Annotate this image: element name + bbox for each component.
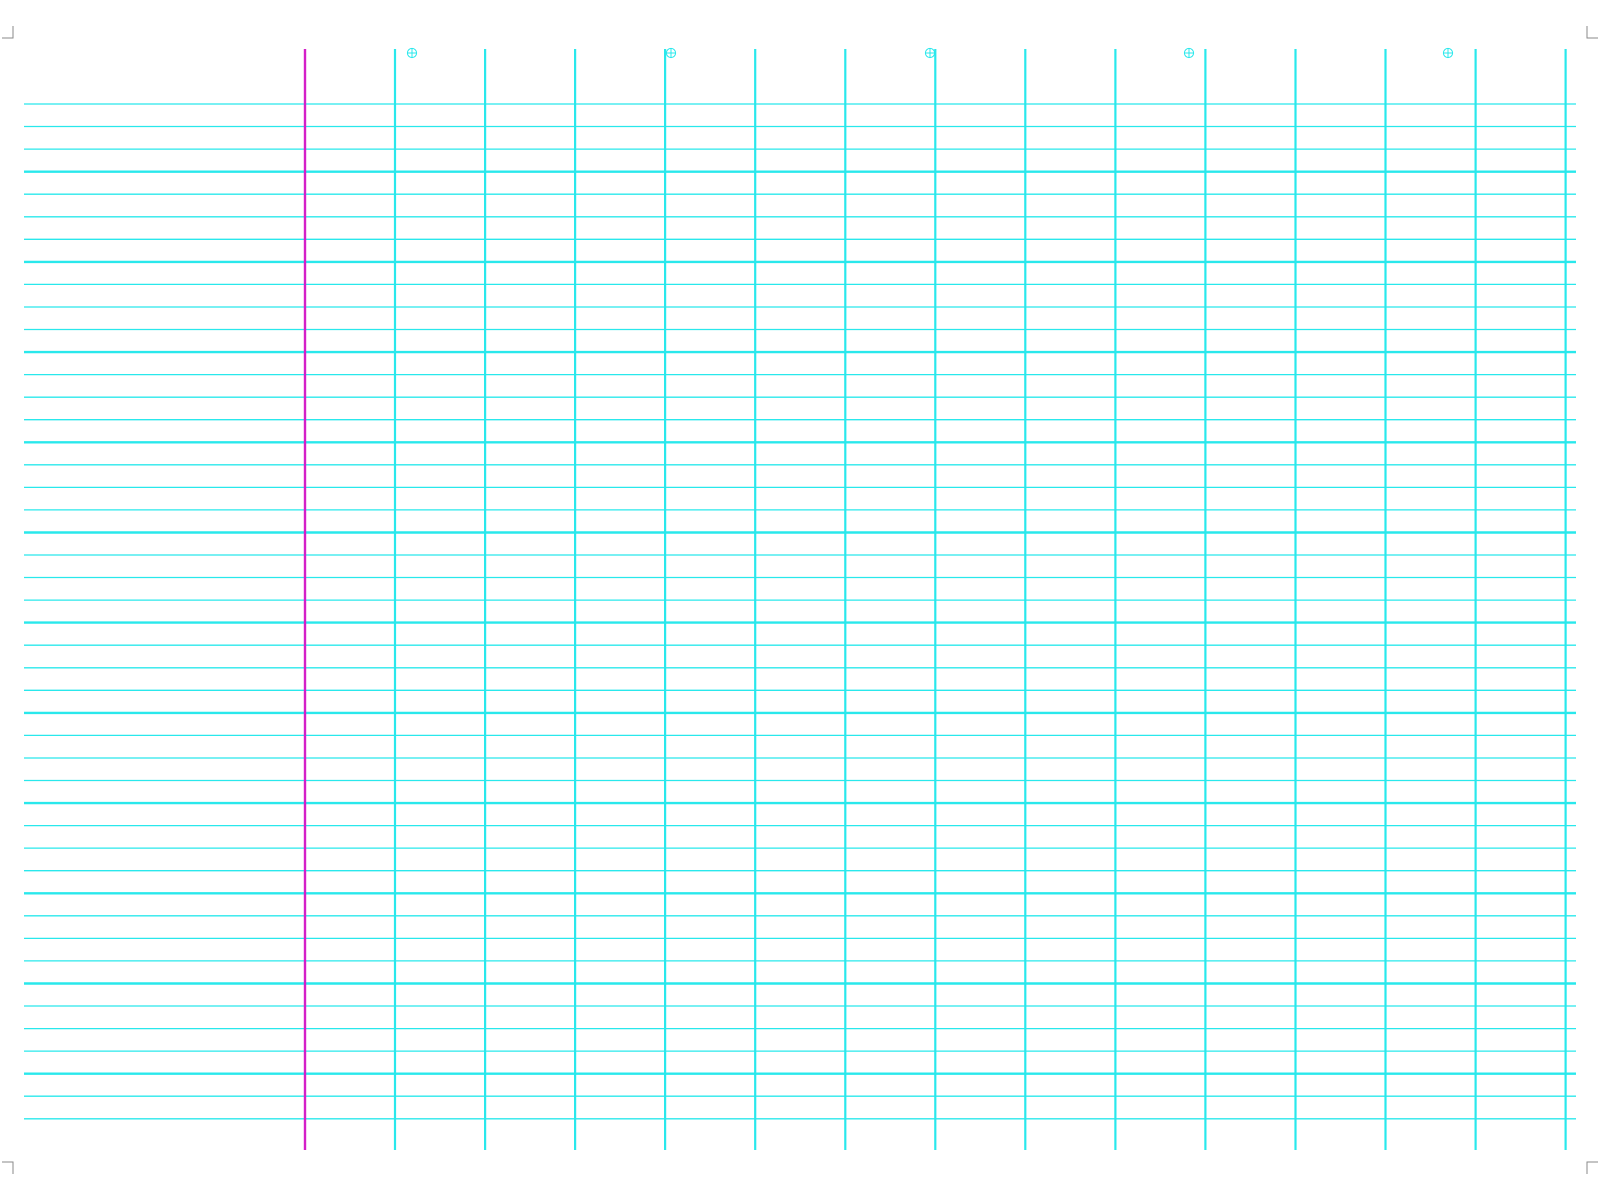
registration-mark-icon	[1183, 47, 1195, 59]
crop-mark-icon	[1586, 26, 1598, 39]
registration-marks	[406, 47, 1454, 59]
column-rules	[393, 49, 1567, 1150]
registration-mark-icon	[406, 47, 418, 59]
registration-mark-icon	[1442, 47, 1454, 59]
horizontal-rules	[24, 103, 1576, 1120]
crop-mark-icon	[1586, 1161, 1598, 1174]
crop-mark-icon	[2, 1161, 14, 1174]
crop-mark-icon	[2, 26, 14, 39]
registration-mark-icon	[924, 47, 936, 59]
registration-mark-icon	[665, 47, 677, 59]
crop-marks	[2, 26, 1598, 1174]
